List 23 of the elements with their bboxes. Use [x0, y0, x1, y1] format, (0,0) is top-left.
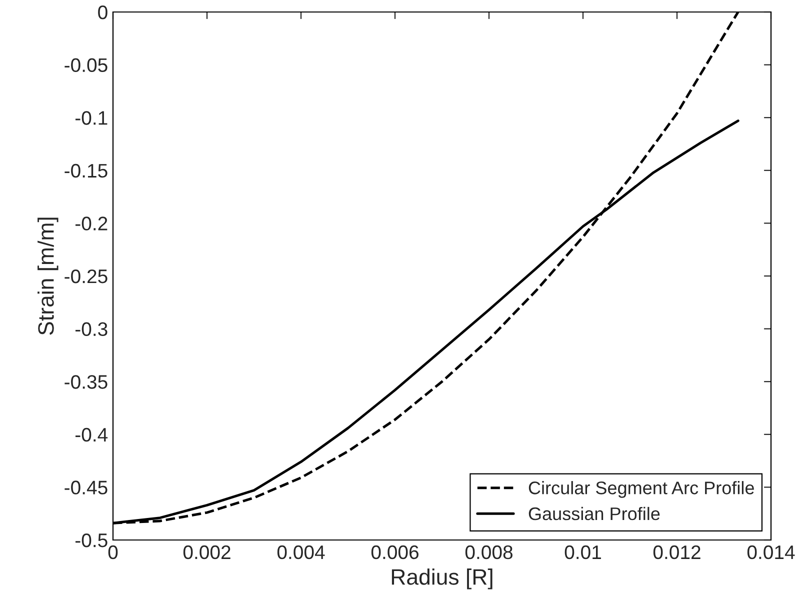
y-tick-label: -0.4 [76, 428, 108, 442]
x-tick-label: 0.002 [183, 545, 230, 560]
y-axis-title: Strain [m/m] [38, 218, 58, 335]
y-tick-label: -0.25 [64, 269, 108, 284]
y-tick-label: -0.05 [64, 58, 108, 72]
x-axis-title: Radius [R] [392, 568, 492, 590]
y-tick-label: -0.2 [76, 216, 108, 230]
legend-label: Circular Segment Arc Profile [528, 481, 754, 498]
y-tick-label: -0.3 [76, 322, 108, 336]
x-tick-label: 0.01 [564, 545, 601, 560]
y-tick-label: -0.1 [76, 111, 108, 125]
y-tick-label: -0.5 [76, 533, 108, 548]
y-tick-label: -0.15 [64, 164, 108, 178]
x-tick-label: 0 [108, 545, 118, 560]
x-tick-label: 0.006 [371, 545, 418, 560]
x-tick-label: 0.014 [747, 545, 795, 560]
x-tick-label: 0.004 [277, 545, 325, 560]
y-tick-label: -0.45 [64, 480, 108, 494]
y-tick-label: -0.35 [64, 375, 108, 389]
x-tick-label: 0.008 [465, 545, 512, 560]
y-tick-label: 0 [98, 5, 108, 20]
x-tick-label: 0.012 [653, 545, 700, 560]
legend-label: Gaussian Profile [528, 506, 660, 520]
